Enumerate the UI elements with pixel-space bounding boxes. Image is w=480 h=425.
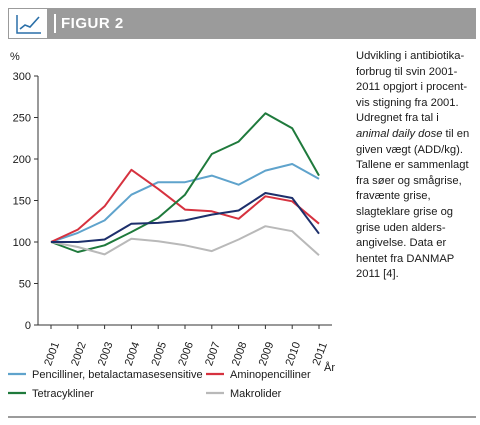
caption-emphasis: animal daily dose — [356, 127, 443, 140]
line-chart: % 0 50 100 150 200 250 300 2001 2002 2003 2004 2005 2… — [8, 51, 335, 400]
x-tick-label: 2003 — [96, 340, 116, 367]
caption-text-1: Udvikling i antibiotika-forbrug til svin… — [356, 50, 468, 125]
y-tick-label: 200 — [13, 154, 31, 166]
caption-text-2: til en given vægt (ADD/kg). Tallene er s… — [356, 127, 470, 281]
y-tick-label: 250 — [13, 113, 31, 125]
figure-caption: Udvikling i antibiotika-forbrug til svin… — [356, 49, 474, 283]
y-tick-label: 150 — [13, 196, 31, 208]
legend-label: Pencilliner, betalactamasesensitive — [32, 369, 203, 381]
series-line-0 — [50, 163, 320, 243]
series-line-1 — [50, 168, 320, 243]
y-tick-label: 50 — [19, 279, 31, 291]
x-tick-label: 2005 — [150, 340, 170, 367]
legend-label: Tetracykliner — [32, 388, 94, 400]
series-line-4 — [51, 192, 320, 243]
figure-title: FIGUR 2 — [61, 15, 124, 32]
x-tick-label: 2004 — [123, 340, 143, 367]
x-tick-label: 2007 — [203, 340, 223, 367]
x-tick-label: 2002 — [69, 340, 89, 367]
series-line-2 — [50, 112, 320, 253]
y-axis-label: % — [10, 51, 20, 63]
figure-header: FIGUR 2 — [8, 8, 476, 39]
header-separator — [54, 14, 56, 33]
legend-label: Aminopencilliner — [230, 369, 311, 381]
y-tick-label: 0 — [25, 320, 31, 332]
series-line-3 — [50, 225, 320, 257]
x-tick-label: 2001 — [42, 340, 62, 367]
y-tick-label: 100 — [13, 237, 31, 249]
x-tick-label: 2010 — [284, 340, 304, 367]
x-tick-label: 2006 — [176, 340, 196, 367]
legend-label: Makrolider — [230, 388, 282, 400]
line-chart-icon — [8, 8, 48, 39]
x-tick-label: 2009 — [257, 340, 277, 367]
bottom-rule — [8, 416, 476, 418]
x-axis-label: År — [324, 361, 335, 374]
x-tick-label: 2008 — [230, 340, 250, 367]
y-tick-label: 300 — [13, 71, 31, 83]
